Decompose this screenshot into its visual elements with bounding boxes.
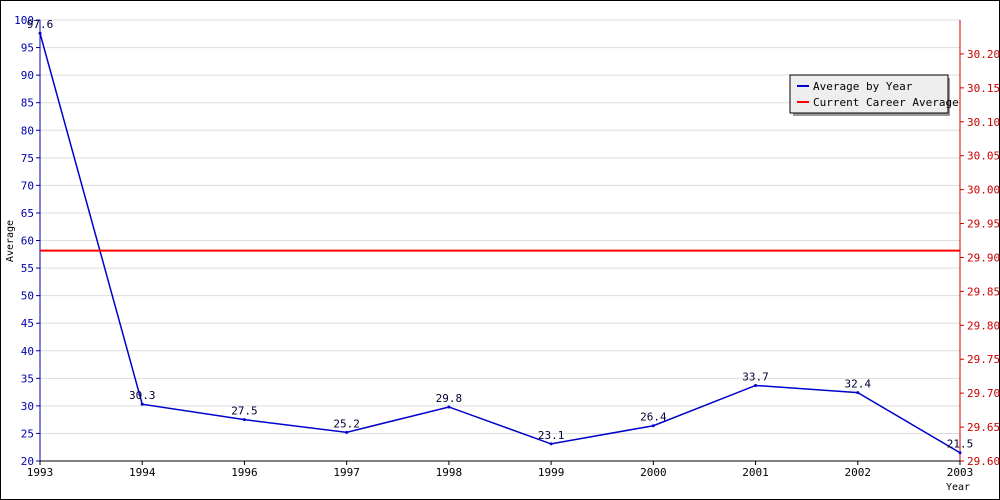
left-axis-ticks: 20 25 30 35 40 45 50 55 60 65 70 75 80 85 90 95 100 (14, 14, 40, 468)
left-tick-label: 30 (21, 400, 34, 413)
right-tick-label: 30.15 (967, 82, 1000, 95)
x-tick-label: 1999 (538, 466, 565, 479)
x-tick-label: 1997 (333, 466, 360, 479)
right-tick-label: 29.85 (967, 285, 1000, 298)
left-tick-label: 80 (21, 124, 34, 137)
right-tick-label: 29.70 (967, 387, 1000, 400)
legend: Average by Year Current Career Average (789, 74, 959, 116)
series-line-average-by-year (39, 33, 961, 454)
left-tick-label: 25 (21, 427, 34, 440)
left-tick-label: 90 (21, 69, 34, 82)
data-label: 23.1 (538, 429, 565, 442)
right-tick-label: 30.10 (967, 116, 1000, 129)
x-tick-label: 1998 (436, 466, 463, 479)
x-tick-label: 2003 (947, 466, 974, 479)
right-tick-label: 29.90 (967, 251, 1000, 264)
right-tick-label: 29.65 (967, 421, 1000, 434)
data-point (447, 405, 451, 409)
right-tick-label: 29.60 (967, 455, 1000, 468)
x-tick-label: 1994 (129, 466, 156, 479)
right-tick-label: 29.95 (967, 218, 1000, 231)
data-label: 21.5 (947, 438, 974, 451)
right-axis-ticks: 29.60 29.65 29.70 29.75 29.80 29.85 29.90 29.95… (960, 48, 1000, 468)
y-axis-title: Average (5, 220, 16, 262)
left-tick-label: 45 (21, 317, 34, 330)
data-point (958, 451, 962, 455)
data-label: 97.6 (27, 18, 54, 31)
legend-box (789, 74, 949, 114)
right-tick-label: 30.05 (967, 150, 1000, 163)
right-tick-label: 30.00 (967, 184, 1000, 197)
data-label: 32.4 (845, 378, 872, 391)
data-label: 26.4 (640, 411, 667, 424)
left-tick-label: 50 (21, 290, 34, 303)
x-tick-label: 2001 (742, 466, 769, 479)
left-tick-label: 85 (21, 97, 34, 110)
left-tick-label: 35 (21, 372, 34, 385)
data-label: 25.2 (333, 417, 360, 430)
data-labels: 97.6 30.3 27.5 25.2 29.8 23.1 26.4 33.7 32.4 21.5 (27, 18, 974, 451)
left-tick-label: 55 (21, 262, 34, 275)
data-point (140, 402, 144, 406)
x-tick-label: 1993 (27, 466, 54, 479)
legend-label-current-career-average: Current Career Average (813, 96, 959, 109)
data-label: 33.7 (742, 370, 769, 383)
right-tick-label: 29.75 (967, 353, 1000, 366)
left-tick-label: 100 (14, 14, 34, 27)
data-point (38, 31, 42, 35)
x-tick-label: 1996 (231, 466, 258, 479)
left-tick-label: 75 (21, 152, 34, 165)
data-point (549, 442, 553, 446)
data-label: 29.8 (436, 392, 463, 405)
right-tick-label: 30.20 (967, 48, 1000, 61)
x-axis-ticks: 1993 1994 1996 1997 1998 1999 2000 2001 2002 2003 (27, 461, 974, 479)
data-point (345, 430, 349, 434)
data-label: 30.3 (129, 389, 156, 402)
series-layer (38, 31, 962, 455)
x-tick-label: 2002 (845, 466, 872, 479)
x-tick-label: 2000 (640, 466, 667, 479)
left-tick-label: 70 (21, 179, 34, 192)
legend-label-average-by-year: Average by Year (813, 80, 913, 93)
data-label: 27.5 (231, 405, 258, 418)
left-tick-label: 40 (21, 345, 34, 358)
left-tick-label: 60 (21, 235, 34, 248)
data-point (242, 418, 246, 422)
data-point (651, 424, 655, 428)
x-axis-title: Year (946, 482, 970, 493)
left-tick-label: 95 (21, 42, 34, 55)
right-tick-label: 29.80 (967, 319, 1000, 332)
data-point (856, 391, 860, 395)
left-tick-label: 20 (21, 455, 34, 468)
data-point (754, 383, 758, 387)
left-tick-label: 65 (21, 207, 34, 220)
